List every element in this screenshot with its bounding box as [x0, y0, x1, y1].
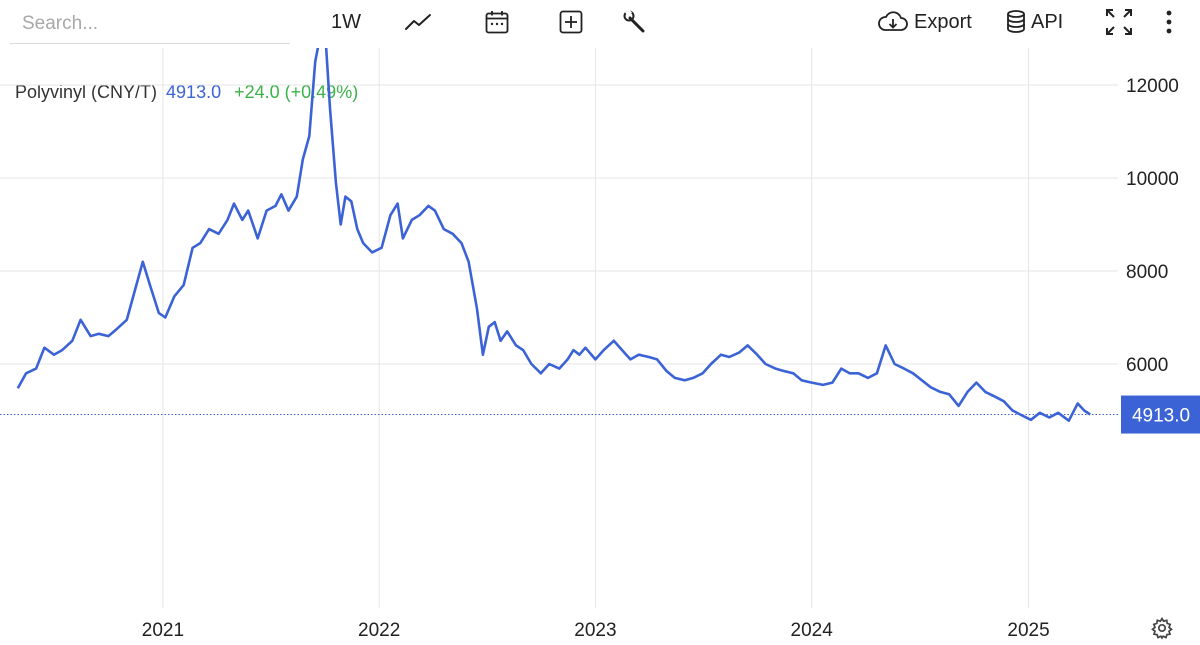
last-value: 4913.0	[166, 82, 222, 102]
x-tick-label: 2024	[791, 620, 834, 641]
price-tag-label: 4913.0	[1132, 406, 1190, 427]
chart-toolbar: 1W Export	[0, 0, 1200, 48]
search-input[interactable]	[10, 4, 290, 44]
api-label: API	[1031, 10, 1064, 33]
chart-legend: Polyvinyl (CNY/T) 4913.0 +24.0 (+0.49%)	[15, 82, 358, 103]
x-axis: 2021 2022 2023 2024 2025	[142, 620, 1050, 641]
y-tick-label: 6000	[1126, 355, 1168, 376]
settings-button[interactable]	[1150, 616, 1174, 640]
line-chart-button[interactable]	[402, 6, 434, 38]
fullscreen-button[interactable]	[1102, 6, 1136, 38]
grid-lines	[0, 48, 1118, 608]
y-tick-label: 12000	[1126, 76, 1179, 97]
expand-icon	[1106, 9, 1132, 35]
gear-icon	[1151, 616, 1173, 640]
wrench-icon	[623, 9, 645, 33]
x-tick-label: 2023	[574, 620, 616, 641]
database-icon	[1007, 10, 1025, 33]
line-chart-icon	[405, 14, 431, 30]
more-menu-button[interactable]	[1158, 6, 1180, 38]
compare-button[interactable]	[556, 6, 586, 38]
y-tick-label: 10000	[1126, 169, 1179, 190]
calendar-icon	[485, 11, 509, 34]
api-button[interactable]: API	[1004, 6, 1074, 38]
cloud-download-icon	[878, 11, 908, 31]
change-value: +24.0 (+0.49%)	[234, 82, 359, 102]
more-vertical-icon	[1166, 10, 1172, 34]
tools-button[interactable]	[620, 6, 650, 38]
price-tag-background	[1121, 395, 1200, 434]
series-name: Polyvinyl (CNY/T)	[15, 82, 158, 102]
plus-square-icon	[559, 10, 583, 34]
calendar-button[interactable]	[482, 6, 512, 38]
price-chart[interactable]: 60008000100001200014000 2021202220232024…	[0, 48, 1200, 644]
x-tick-label: 2021	[142, 620, 184, 641]
export-label: Export	[914, 10, 972, 33]
x-tick-label: 2022	[358, 620, 400, 641]
x-tick-label: 2025	[1007, 620, 1049, 641]
export-button[interactable]: Export	[876, 6, 980, 38]
price-tag: 4913.0	[1121, 395, 1200, 434]
series-line	[16, 48, 1091, 422]
y-axis: 60008000100001200014000	[1126, 76, 1179, 376]
interval-button[interactable]: 1W	[331, 10, 361, 33]
y-tick-label: 8000	[1126, 262, 1168, 283]
